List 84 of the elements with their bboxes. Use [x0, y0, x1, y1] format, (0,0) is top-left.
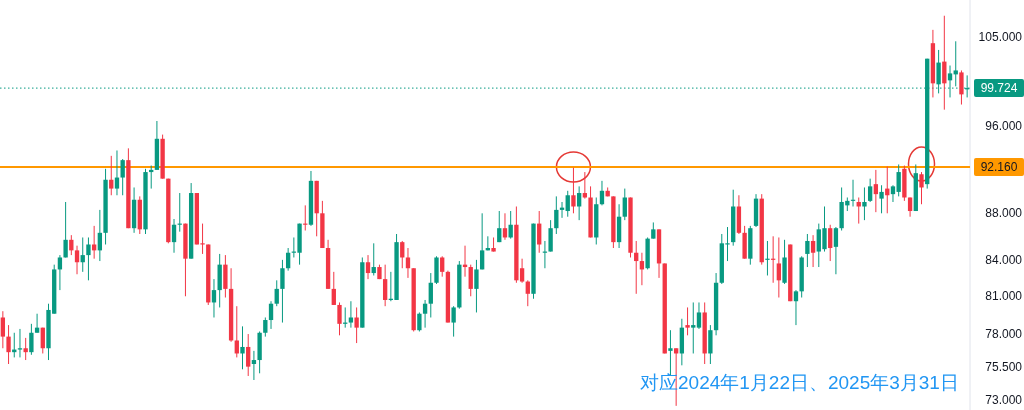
- candlestick: [907, 197, 913, 218]
- candlestick: [268, 300, 274, 330]
- ref-line-label: 92.160: [980, 160, 1018, 175]
- candlestick: [896, 163, 901, 197]
- candlestick: [348, 300, 354, 329]
- candlestick: [337, 301, 342, 336]
- candlestick: [708, 324, 713, 365]
- candlestick: [331, 271, 336, 306]
- y-tick-label: 78.000: [985, 327, 1023, 342]
- ref-line-label: 99.724: [980, 81, 1018, 96]
- candlestick: [765, 240, 770, 276]
- candlestick: [805, 233, 810, 268]
- candlestick: [919, 171, 924, 205]
- candlestick: [171, 218, 177, 254]
- candlestick: [40, 327, 45, 354]
- y-tick-label: 105.000: [978, 29, 1023, 44]
- candlestick: [57, 254, 63, 291]
- candlestick: [400, 240, 405, 269]
- candlestick: [793, 289, 799, 326]
- candlestick: [696, 301, 702, 330]
- candlestick: [691, 301, 696, 354]
- candlestick: [251, 350, 257, 381]
- candlestick: [109, 155, 114, 196]
- candlestick: [86, 236, 91, 281]
- candlestick: [810, 234, 816, 268]
- candlestick: [120, 158, 125, 196]
- candlestick: [114, 149, 120, 196]
- candlestick: [274, 279, 279, 307]
- candlestick: [417, 311, 422, 332]
- y-tick-label: 81.000: [985, 289, 1023, 304]
- candlestick: [354, 306, 359, 344]
- candlestick: [502, 212, 508, 241]
- candlestick: [565, 190, 570, 218]
- candlestick: [776, 236, 782, 298]
- candlestick: [91, 225, 97, 260]
- candlestick: [828, 224, 833, 262]
- candlestick: [479, 212, 485, 270]
- candlestick: [263, 317, 268, 338]
- candlestick: [599, 180, 605, 206]
- candlestick: [428, 272, 433, 318]
- candlestick: [29, 323, 34, 356]
- candlestick: [80, 236, 85, 273]
- candlestick: [953, 40, 958, 87]
- candlestick: [6, 324, 11, 365]
- candlestick: [234, 305, 239, 358]
- candlestick: [440, 255, 445, 278]
- candlestick: [576, 185, 582, 221]
- y-tick-label: 96.000: [985, 119, 1023, 134]
- candlestick: [525, 279, 530, 307]
- candlestick: [571, 167, 576, 214]
- candlestick: [833, 226, 839, 275]
- candlestick: [451, 305, 456, 338]
- candlestick: [34, 313, 40, 334]
- candlestick: [365, 254, 371, 280]
- candlestick: [873, 169, 879, 213]
- candlestick: [890, 184, 896, 203]
- candlestick: [371, 242, 376, 276]
- candlestick: [685, 306, 690, 336]
- candlestick: [285, 247, 291, 272]
- candlestick: [468, 264, 473, 297]
- candlestick: [280, 259, 285, 324]
- candlestick: [63, 201, 68, 258]
- candlestick: [497, 210, 502, 243]
- candlestick: [17, 328, 23, 358]
- candlestick: [23, 337, 28, 361]
- y-tick-label: 84.000: [985, 252, 1023, 267]
- candlestick: [554, 195, 559, 235]
- candlestick: [959, 69, 964, 106]
- candlestick: [405, 247, 411, 279]
- candlestick: [622, 188, 627, 221]
- candlestick: [246, 333, 251, 377]
- y-tick-label: 88.000: [985, 206, 1023, 221]
- y-tick-label: 73.000: [985, 393, 1023, 408]
- candlestick: [862, 186, 867, 221]
- candlestick: [879, 184, 884, 214]
- candlestick: [548, 219, 553, 253]
- candlestick: [0, 310, 6, 349]
- candlestick: [867, 178, 873, 203]
- candlestick: [474, 259, 479, 313]
- candlestick: [422, 299, 428, 329]
- y-tick-label: 75.500: [985, 359, 1023, 374]
- candlestick: [240, 325, 245, 370]
- candlestick: [74, 245, 80, 275]
- candlestick: [382, 264, 388, 307]
